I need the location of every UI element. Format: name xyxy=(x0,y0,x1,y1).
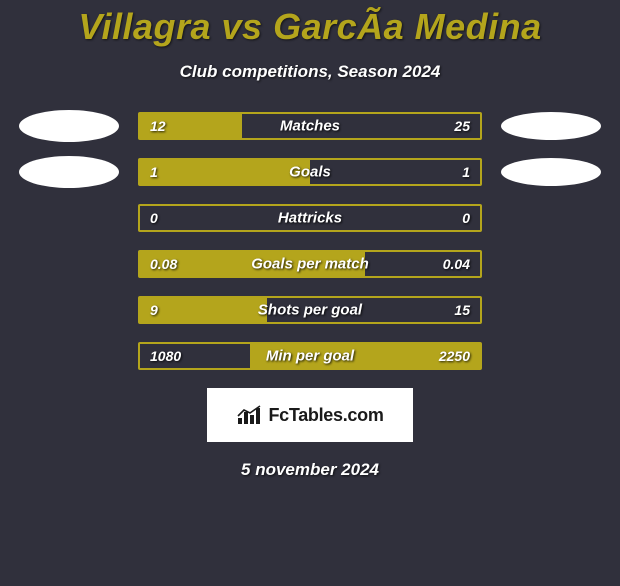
stat-row: 9 15 Shots per goal xyxy=(0,296,620,324)
left-avatar-cell xyxy=(0,156,138,188)
stat-row: 1080 2250 Min per goal xyxy=(0,342,620,370)
stat-right-value: 0.04 xyxy=(443,256,470,272)
stat-row: 12 25 Matches xyxy=(0,112,620,140)
stat-bar: 9 15 Shots per goal xyxy=(138,296,482,324)
bar-chart-icon xyxy=(236,404,262,426)
stat-left-value: 1 xyxy=(150,164,158,180)
stat-label: Shots per goal xyxy=(258,302,362,319)
stat-left-value: 0.08 xyxy=(150,256,177,272)
stat-left-value: 12 xyxy=(150,118,166,134)
stat-rows: 12 25 Matches 1 1 Goals 0 0 Hattricks 0.08 0.04 Goa… xyxy=(0,112,620,370)
page-title: Villagra vs GarcÃ­a Medina xyxy=(0,6,620,48)
stat-row: 1 1 Goals xyxy=(0,158,620,186)
stat-left-value: 1080 xyxy=(150,348,181,364)
right-avatar-cell xyxy=(482,112,620,140)
stat-right-value: 0 xyxy=(462,210,470,226)
player-right-avatar xyxy=(501,112,601,140)
player-left-avatar xyxy=(19,156,119,188)
stat-label: Hattricks xyxy=(278,210,342,227)
stat-row: 0 0 Hattricks xyxy=(0,204,620,232)
stat-left-value: 9 xyxy=(150,302,158,318)
stat-bar: 0.08 0.04 Goals per match xyxy=(138,250,482,278)
player-left-avatar xyxy=(19,110,119,142)
left-avatar-cell xyxy=(0,110,138,142)
player-right-avatar xyxy=(501,158,601,186)
stat-left-value: 0 xyxy=(150,210,158,226)
stat-bar: 1 1 Goals xyxy=(138,158,482,186)
stat-right-value: 25 xyxy=(454,118,470,134)
stat-bar-left-fill xyxy=(140,160,310,184)
fctables-logo: FcTables.com xyxy=(207,388,413,442)
stat-bar: 1080 2250 Min per goal xyxy=(138,342,482,370)
stat-label: Min per goal xyxy=(266,348,354,365)
stat-bar-left-fill xyxy=(140,298,267,322)
stat-label: Goals xyxy=(289,164,331,181)
stat-right-value: 15 xyxy=(454,302,470,318)
logo-text: FcTables.com xyxy=(268,405,383,426)
stat-row: 0.08 0.04 Goals per match xyxy=(0,250,620,278)
subtitle: Club competitions, Season 2024 xyxy=(0,62,620,82)
stat-label: Matches xyxy=(280,118,340,135)
stat-label: Goals per match xyxy=(251,256,369,273)
stat-right-value: 2250 xyxy=(439,348,470,364)
stat-bar: 12 25 Matches xyxy=(138,112,482,140)
stat-right-value: 1 xyxy=(462,164,470,180)
stat-bar: 0 0 Hattricks xyxy=(138,204,482,232)
date-label: 5 november 2024 xyxy=(0,460,620,480)
right-avatar-cell xyxy=(482,158,620,186)
